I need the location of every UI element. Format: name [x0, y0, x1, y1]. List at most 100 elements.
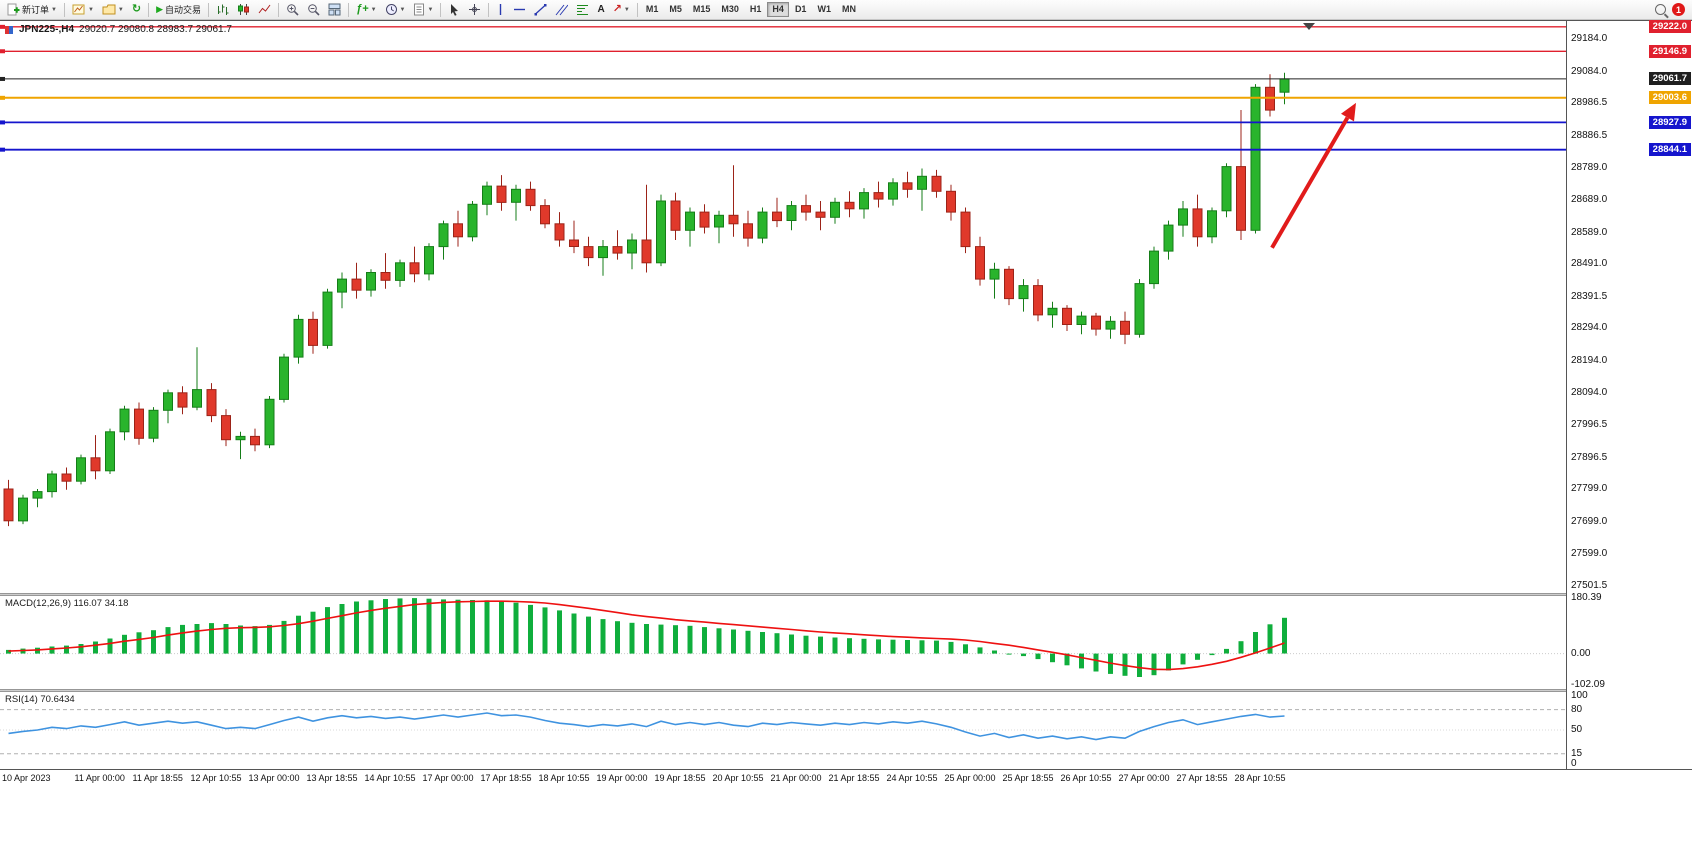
macd-label: MACD(12,26,9) 116.07 34.18 — [5, 598, 129, 609]
horizontal-line-button[interactable] — [509, 2, 530, 18]
trendline-button[interactable] — [530, 2, 551, 18]
timeframe-m30[interactable]: M30 — [716, 2, 744, 17]
arrow-label-button[interactable]: ↗ ▼ — [609, 2, 634, 18]
time-label: 11 Apr 00:00 — [74, 773, 125, 783]
autotrading-play-icon: ▶ — [156, 4, 164, 14]
notification-badge[interactable]: 1 — [1672, 3, 1685, 16]
macd-bar — [325, 607, 330, 654]
candle-body — [612, 246, 623, 254]
macd-bar — [441, 599, 446, 654]
bar-chart-button[interactable] — [212, 2, 233, 18]
macd-bar — [296, 615, 301, 654]
search-icon[interactable] — [1655, 4, 1666, 15]
candle-body — [177, 392, 188, 408]
time-label: 21 Apr 18:55 — [828, 773, 880, 783]
time-label: 19 Apr 18:55 — [654, 773, 706, 783]
candle-body — [525, 188, 536, 207]
candle-body — [18, 497, 28, 522]
candle-body — [511, 188, 521, 203]
macd-bar — [513, 602, 519, 654]
candle-body — [1105, 320, 1116, 330]
timeframe-h4[interactable]: H4 — [767, 2, 789, 17]
time-label: 10 Apr 2023 — [2, 773, 51, 783]
axis-price-label: 28194.0 — [1571, 354, 1608, 366]
macd-bar — [702, 627, 707, 654]
rsi-label: RSI(14) 70.6434 — [5, 694, 75, 705]
macd-bar — [223, 624, 229, 654]
macd-histogram — [6, 598, 1287, 677]
time-label: 20 Apr 10:55 — [712, 773, 764, 783]
panel-splitter[interactable] — [0, 689, 1692, 692]
macd-bar — [963, 644, 968, 654]
timeframe-h1[interactable]: H1 — [745, 2, 767, 17]
periods-clock-icon — [385, 4, 397, 15]
candlestick-chart-icon — [238, 4, 250, 15]
annotation-arrow[interactable] — [1270, 102, 1356, 249]
profiles-button[interactable]: ▼ — [98, 2, 128, 18]
candle-body — [975, 246, 985, 280]
candle-body — [699, 211, 710, 228]
vertical-line-icon — [500, 4, 502, 15]
axis-price-label: 28094.0 — [1571, 387, 1608, 399]
macd-bar — [1050, 653, 1055, 663]
tile-windows-button[interactable] — [324, 2, 345, 18]
indicators-button[interactable]: ƒ+ ▼ — [352, 2, 381, 18]
price-line-badge: 28927.9 — [1648, 115, 1691, 129]
panel-splitter[interactable] — [0, 593, 1692, 596]
zoom-out-button[interactable] — [303, 2, 324, 18]
timeframe-m1[interactable]: M1 — [641, 2, 664, 17]
time-label: 27 Apr 18:55 — [1176, 773, 1228, 783]
timeframe-mn[interactable]: MN — [837, 2, 861, 17]
macd-panel[interactable] — [0, 596, 1566, 689]
channel-button[interactable] — [551, 2, 572, 18]
candle-body — [888, 182, 898, 200]
candle-body — [554, 223, 565, 241]
toolbar-separator — [148, 2, 150, 17]
price-line-badge: 28844.1 — [1648, 143, 1691, 157]
macd-bar — [818, 636, 823, 654]
macd-bar — [847, 638, 852, 654]
candle-body — [772, 211, 782, 222]
timeframe-d1[interactable]: D1 — [790, 2, 812, 17]
line-left-marker — [0, 24, 5, 29]
candle-body — [743, 223, 753, 239]
crosshair-button[interactable] — [464, 2, 485, 18]
autotrading-button[interactable]: ▶ 自动交易 — [152, 2, 205, 18]
ohlc-values: 29020.7 29080.8 28983.7 29061.7 — [79, 24, 232, 35]
axis-price-label: 27699.0 — [1571, 515, 1608, 527]
timeframe-m5[interactable]: M5 — [664, 2, 687, 17]
time-label: 28 Apr 10:55 — [1234, 773, 1286, 783]
new-order-button[interactable]: 新订单 ▼ — [3, 2, 61, 18]
line-chart-button[interactable] — [254, 2, 275, 18]
timeframe-m15[interactable]: M15 — [688, 2, 716, 17]
cursor-button[interactable] — [444, 2, 464, 18]
rsi-panel[interactable] — [0, 692, 1566, 769]
candle-body — [1076, 315, 1087, 326]
axis-price-label: 28491.0 — [1571, 258, 1608, 270]
vertical-line-button[interactable] — [492, 2, 509, 18]
candle-body — [380, 272, 391, 281]
macd-bar — [6, 649, 11, 654]
templates-button[interactable]: ▼ — [409, 2, 437, 18]
macd-bar — [252, 626, 258, 654]
candle-body — [1178, 208, 1188, 226]
fibonacci-button[interactable] — [572, 2, 593, 18]
price-scale[interactable]: 29184.0 29084.0 28986.5 28886.5 28789.0 28689… — [1566, 20, 1692, 769]
macd-bar — [934, 640, 939, 654]
time-axis[interactable]: 10 Apr 2023 11 Apr 00:00 11 Apr 18:55 12 Ap… — [0, 769, 1692, 788]
zoom-in-button[interactable] — [282, 2, 303, 18]
periods-button[interactable]: ▼ — [381, 2, 410, 18]
macd-bar — [426, 598, 432, 654]
text-tool-button[interactable]: A — [593, 2, 608, 18]
candlestick-chart-button[interactable] — [233, 2, 254, 18]
bar-chart-icon — [218, 4, 229, 15]
new-chart-button[interactable]: ▼ — [68, 2, 98, 18]
candle-body — [32, 491, 43, 499]
macd-bar — [412, 598, 417, 654]
new-order-icon — [7, 3, 20, 16]
refresh-button[interactable]: ↻ — [128, 2, 145, 18]
toolbar-separator — [488, 2, 490, 17]
price-chart[interactable] — [0, 21, 1566, 593]
timeframe-w1[interactable]: W1 — [812, 2, 836, 17]
